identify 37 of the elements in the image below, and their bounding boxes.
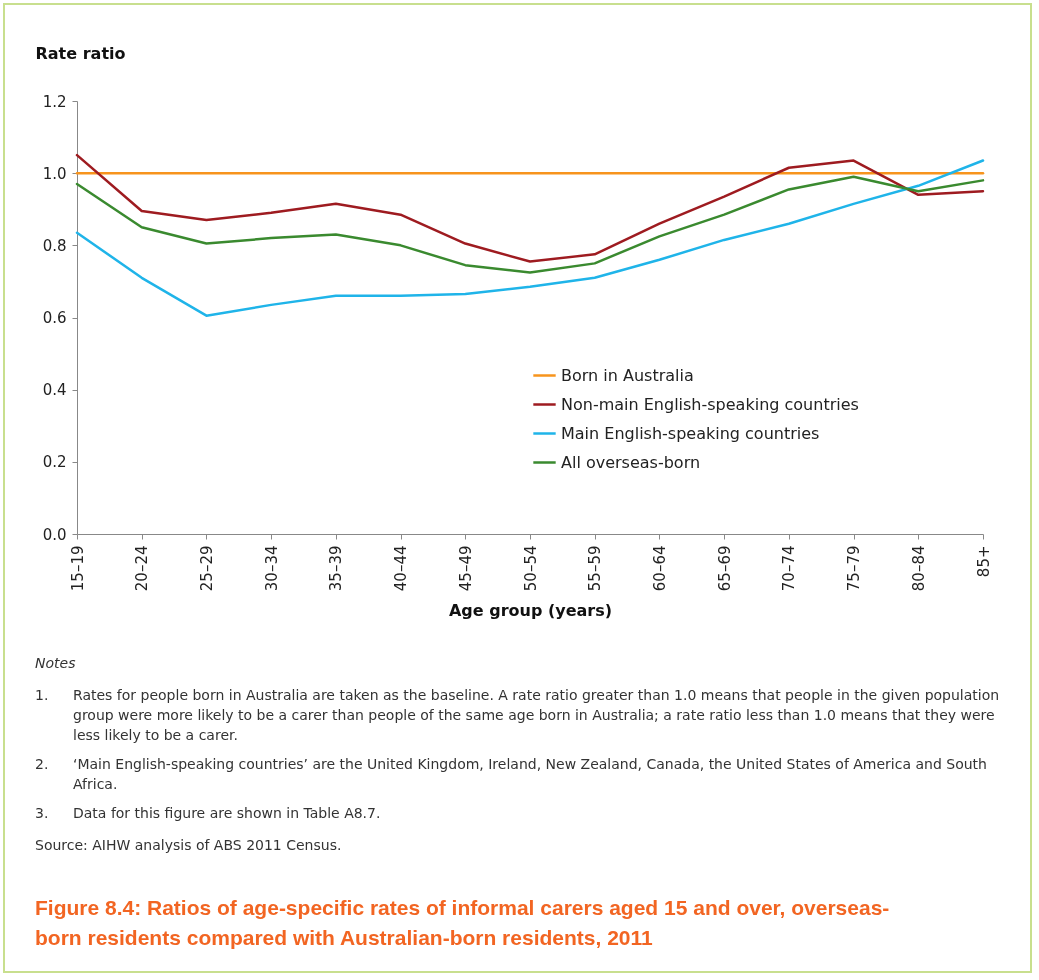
y-tick-label: 1.2 — [42, 92, 67, 111]
legend-label: Main English-speaking countries — [561, 423, 820, 443]
x-tick-label: 65–69 — [715, 545, 734, 592]
source-note: Source: AIHW analysis of ABS 2011 Census. — [35, 836, 343, 855]
y-tick-label: 0.2 — [42, 453, 67, 472]
text: 1. Rates for people born in Australia are taken as the baseline. A rate ratio greater than 1.0 means that people in the given population group were more likely to be a carer than people of the same age born in Australia; a rate ratio less than 1.0 means that they were less likely to be a carer. — [35, 687, 1000, 743]
text: Notes — [35, 654, 77, 673]
legend-label: Born in Australia — [561, 365, 694, 385]
text: 3. Data for this figure are shown in Table A8.7. — [35, 805, 381, 821]
x-tick-label: 50–54 — [521, 545, 540, 592]
x-tick-label: 80–84 — [909, 545, 928, 592]
x-tick-label: 15–19 — [68, 545, 87, 592]
y-tick-label: 0.8 — [42, 236, 67, 255]
x-tick-label: 55–59 — [586, 545, 605, 592]
x-tick-label: 35–39 — [327, 545, 346, 592]
x-tick-label: 25–29 — [197, 545, 216, 592]
y-tick-label: 0.0 — [42, 525, 67, 544]
x-axis-title: Age group (years) — [448, 601, 613, 621]
x-tick-label: 75–79 — [845, 545, 864, 592]
x-tick-label: 30–34 — [262, 545, 281, 592]
x-tick-label: 85+ — [974, 545, 993, 578]
legend-label: All overseas-born — [561, 452, 701, 472]
x-tick-label: 40–44 — [392, 545, 411, 592]
line-series — [75, 159, 985, 317]
y-tick-label: 0.6 — [42, 309, 67, 327]
x-tick-label: 20–24 — [133, 545, 152, 592]
x-tick-label: 60–64 — [650, 545, 669, 592]
line-series — [75, 175, 985, 274]
text: 2. ‘Main English-speaking countries’ are the United Kingdom, Ireland, New Zealand, Canada, the United States of America and South Africa. — [35, 756, 987, 792]
y-tick-label: 0.4 — [42, 381, 67, 400]
line-series — [75, 153, 985, 263]
x-tick-label: 70–74 — [780, 545, 799, 592]
y-tick-label: 1.0 — [42, 164, 67, 183]
legend-label: Non-main English-speaking countries — [561, 394, 859, 414]
x-tick-label: 45–49 — [456, 545, 475, 592]
y-axis-title: Rate ratio — [35, 43, 126, 63]
text: Figure 8.4: Ratios of age-specific rates of informal carers aged 15 and over, overseas-born residents compared with Australian-born residents, 2011 — [35, 895, 891, 951]
